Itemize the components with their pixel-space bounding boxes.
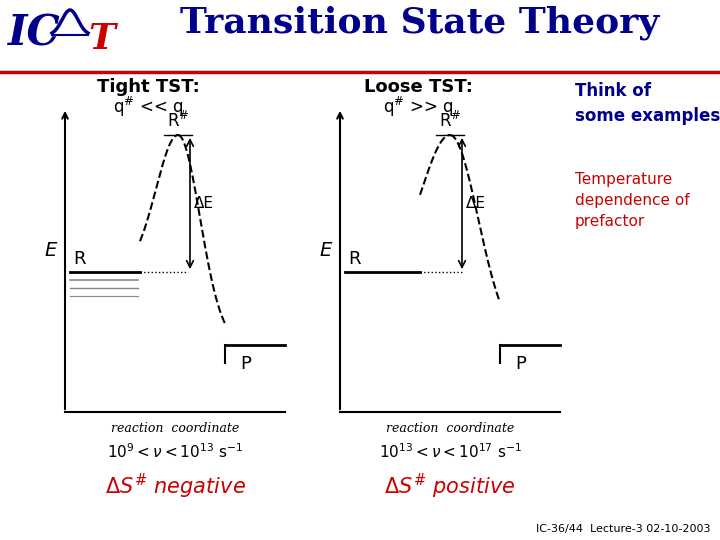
Text: $10^9 < \nu < 10^{13}\ \mathrm{s}^{-1}$: $10^9 < \nu < 10^{13}\ \mathrm{s}^{-1}$ xyxy=(107,442,243,461)
Text: Tight TST:: Tight TST: xyxy=(96,78,199,96)
Text: reaction  coordinate: reaction coordinate xyxy=(111,422,239,435)
Text: Loose TST:: Loose TST: xyxy=(364,78,472,96)
Text: q$^{\#}$ >> q: q$^{\#}$ >> q xyxy=(383,95,453,119)
Text: $\Delta S^{\#}$ positive: $\Delta S^{\#}$ positive xyxy=(384,472,516,501)
Text: IC-36/44  Lecture-3 02-10-2003: IC-36/44 Lecture-3 02-10-2003 xyxy=(536,524,710,534)
Text: E: E xyxy=(320,240,332,260)
Text: IC: IC xyxy=(8,12,60,54)
Text: reaction  coordinate: reaction coordinate xyxy=(386,422,514,435)
Text: Think of
some examples: Think of some examples xyxy=(575,82,720,125)
Text: q$^{\#}$ << q: q$^{\#}$ << q xyxy=(113,95,183,119)
Text: Transition State Theory: Transition State Theory xyxy=(181,5,660,39)
Text: P: P xyxy=(515,355,526,373)
Text: T: T xyxy=(88,22,115,56)
Text: $\Delta S^{\#}$ negative: $\Delta S^{\#}$ negative xyxy=(104,472,246,501)
Text: P: P xyxy=(240,355,251,373)
Text: $10^{13} < \nu < 10^{17}\ \mathrm{s}^{-1}$: $10^{13} < \nu < 10^{17}\ \mathrm{s}^{-1… xyxy=(379,442,521,461)
Text: Temperature
dependence of
prefactor: Temperature dependence of prefactor xyxy=(575,172,690,229)
Text: ΔE: ΔE xyxy=(466,196,486,211)
Text: ΔE: ΔE xyxy=(194,196,214,211)
Text: R$^{\#}$: R$^{\#}$ xyxy=(438,111,462,131)
Text: R: R xyxy=(348,250,361,268)
Text: R: R xyxy=(73,250,86,268)
Text: R$^{\#}$: R$^{\#}$ xyxy=(167,111,189,131)
Text: E: E xyxy=(45,240,57,260)
